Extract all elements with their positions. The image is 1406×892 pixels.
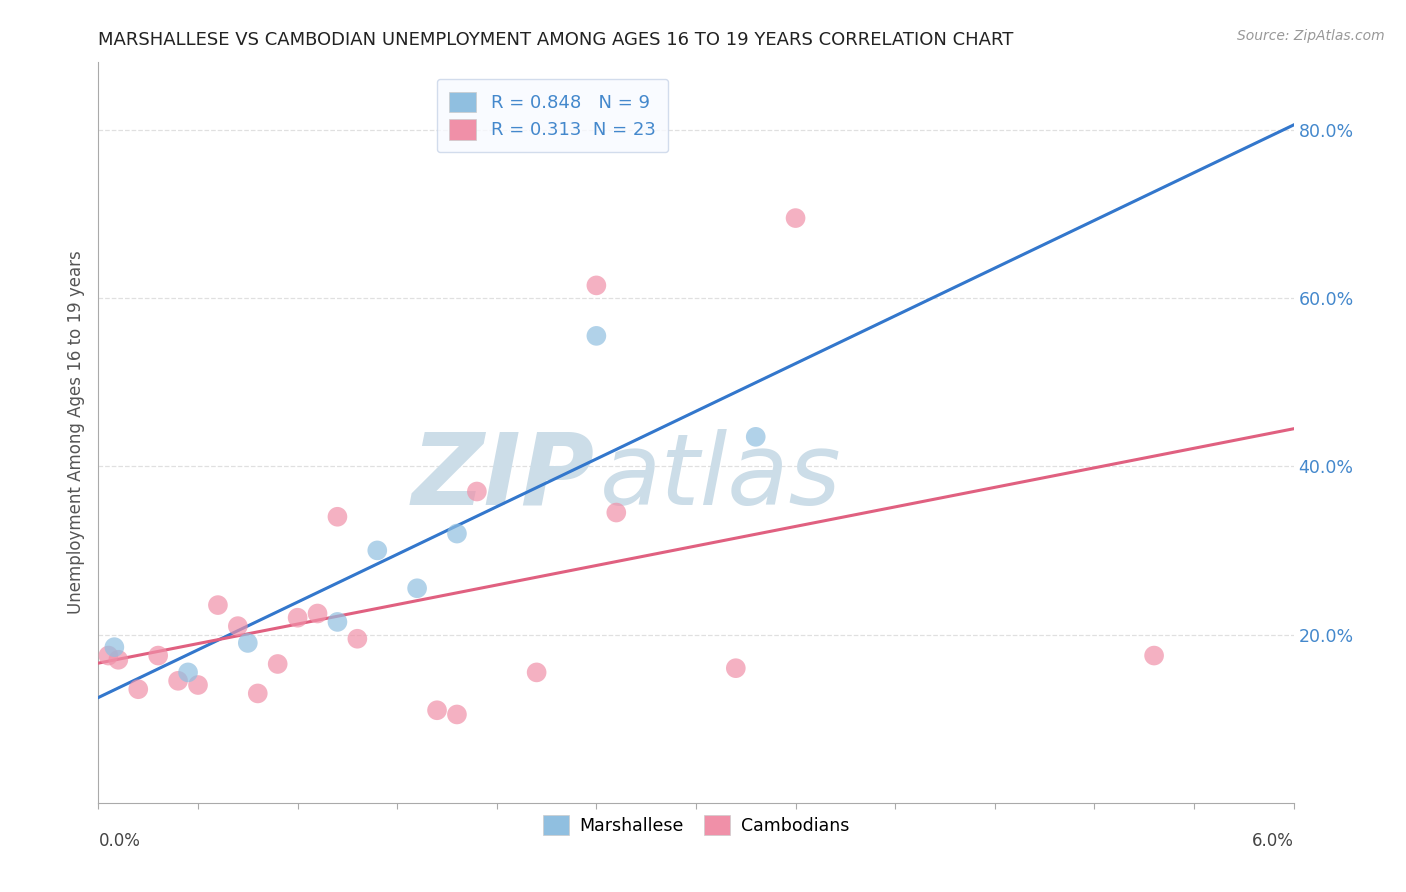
Text: MARSHALLESE VS CAMBODIAN UNEMPLOYMENT AMONG AGES 16 TO 19 YEARS CORRELATION CHAR: MARSHALLESE VS CAMBODIAN UNEMPLOYMENT AM… bbox=[98, 31, 1014, 49]
Point bbox=[226, 619, 249, 633]
Point bbox=[446, 526, 468, 541]
Point bbox=[97, 648, 120, 663]
Point bbox=[236, 636, 259, 650]
Point bbox=[148, 648, 170, 663]
Point bbox=[346, 632, 368, 646]
Text: ZIP: ZIP bbox=[412, 428, 595, 525]
Point bbox=[267, 657, 290, 671]
Text: atlas: atlas bbox=[600, 428, 842, 525]
Point bbox=[446, 707, 468, 722]
Point bbox=[526, 665, 548, 680]
Point bbox=[585, 278, 607, 293]
Point bbox=[745, 430, 768, 444]
Point bbox=[326, 509, 349, 524]
Text: 0.0%: 0.0% bbox=[98, 832, 141, 850]
Point bbox=[103, 640, 125, 655]
Point bbox=[177, 665, 200, 680]
Legend: Marshallese, Cambodians: Marshallese, Cambodians bbox=[536, 808, 856, 842]
Y-axis label: Unemployment Among Ages 16 to 19 years: Unemployment Among Ages 16 to 19 years bbox=[66, 251, 84, 615]
Point bbox=[465, 484, 488, 499]
Point bbox=[187, 678, 209, 692]
Point bbox=[1143, 648, 1166, 663]
Point bbox=[605, 506, 627, 520]
Text: 6.0%: 6.0% bbox=[1251, 832, 1294, 850]
Point bbox=[785, 211, 807, 225]
Point bbox=[326, 615, 349, 629]
Point bbox=[287, 610, 309, 624]
Point bbox=[307, 607, 329, 621]
Point bbox=[426, 703, 449, 717]
Point bbox=[585, 329, 607, 343]
Point bbox=[406, 581, 429, 595]
Point bbox=[107, 653, 129, 667]
Text: Source: ZipAtlas.com: Source: ZipAtlas.com bbox=[1237, 29, 1385, 43]
Point bbox=[246, 686, 269, 700]
Point bbox=[207, 598, 229, 612]
Point bbox=[127, 682, 149, 697]
Point bbox=[167, 673, 190, 688]
Point bbox=[366, 543, 388, 558]
Point bbox=[724, 661, 747, 675]
